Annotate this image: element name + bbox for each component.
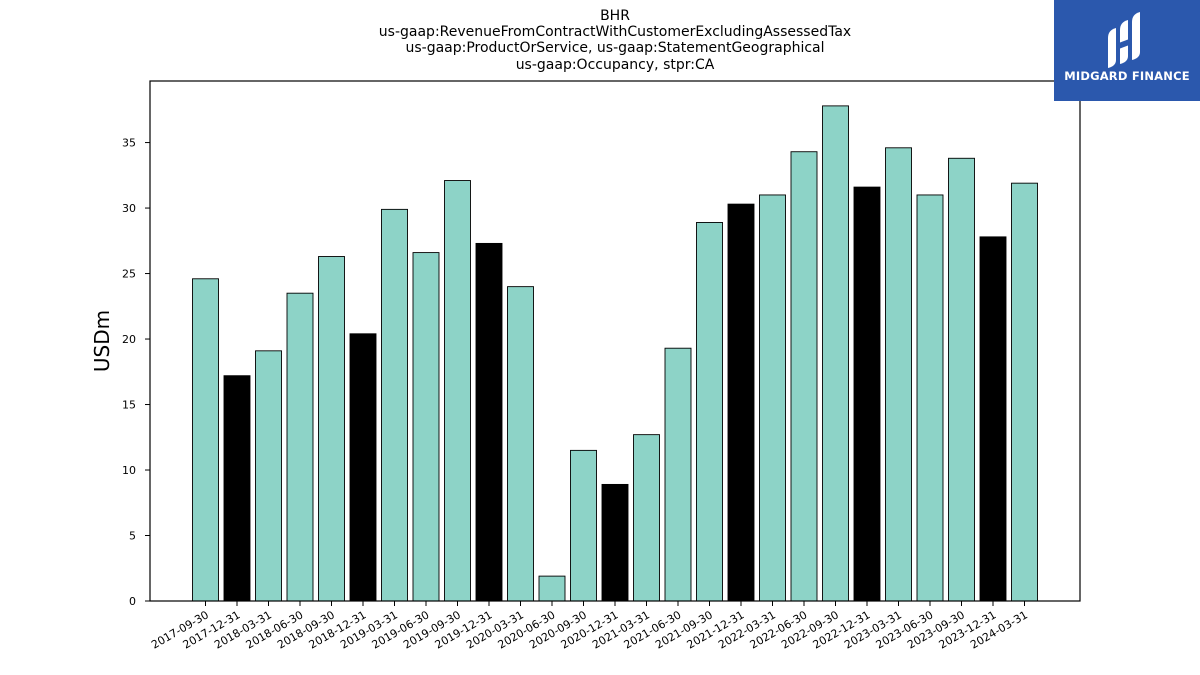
bar-series bbox=[192, 105, 1038, 602]
bar-2022-09-30 bbox=[822, 105, 849, 602]
bar-2021-09-30 bbox=[696, 222, 723, 602]
y-tick-label: 15 bbox=[122, 399, 136, 412]
plot-frame bbox=[149, 80, 1081, 602]
bar-2022-06-30 bbox=[790, 151, 818, 602]
bar-2020-12-31 bbox=[601, 483, 629, 602]
bar-2020-06-30 bbox=[538, 575, 566, 602]
y-tick-label: 5 bbox=[129, 530, 136, 543]
y-tick-label: 0 bbox=[129, 595, 136, 608]
chart-title-line-4: us-gaap:Occupancy, stpr:CA bbox=[516, 57, 715, 73]
bar-2019-06-30 bbox=[412, 252, 440, 602]
bar-2021-12-31 bbox=[727, 203, 755, 602]
chart-title-line-1: BHR bbox=[600, 8, 630, 24]
y-axis: 0 5 10 15 20 25 30 35 bbox=[122, 137, 150, 608]
bar-2017-09-30 bbox=[192, 278, 219, 602]
bar-2019-09-30 bbox=[444, 180, 471, 602]
bar-2021-06-30 bbox=[664, 347, 692, 602]
bar-2018-12-31 bbox=[349, 333, 377, 602]
chart-title-line-3: us-gaap:ProductOrService, us-gaap:Statem… bbox=[405, 40, 824, 56]
y-tick-label: 30 bbox=[122, 202, 136, 215]
x-axis: 2017-09-302017-12-312018-03-312018-06-30… bbox=[149, 601, 1030, 652]
bar-2020-03-31 bbox=[507, 286, 534, 602]
bar-2023-09-30 bbox=[948, 157, 975, 602]
midgard-logo-icon bbox=[1108, 12, 1140, 68]
y-tick-label: 10 bbox=[122, 464, 136, 477]
logo-text: MIDGARD FINANCE bbox=[1064, 69, 1190, 83]
y-tick-label: 25 bbox=[122, 268, 136, 281]
bar-2023-03-31 bbox=[885, 147, 912, 602]
bar-2023-12-31 bbox=[979, 236, 1007, 602]
chart-title: BHR us-gaap:RevenueFromContractWithCusto… bbox=[379, 8, 851, 73]
y-tick-label: 35 bbox=[122, 137, 136, 150]
bar-2022-12-31 bbox=[853, 186, 881, 602]
bar-2019-12-31 bbox=[475, 242, 503, 602]
bar-2018-09-30 bbox=[318, 256, 345, 602]
bar-2017-12-31 bbox=[223, 375, 251, 602]
bar-2022-03-31 bbox=[759, 194, 786, 602]
bar-2018-03-31 bbox=[255, 350, 282, 602]
bar-2020-09-30 bbox=[570, 449, 597, 602]
midgard-finance-logo: MIDGARD FINANCE bbox=[1054, 0, 1200, 101]
bar-2019-03-31 bbox=[381, 208, 408, 602]
bar-2023-06-30 bbox=[916, 194, 944, 602]
bar-2021-03-31 bbox=[633, 434, 660, 602]
y-axis-label: USDm bbox=[90, 310, 114, 372]
bar-2024-03-31 bbox=[1011, 182, 1038, 602]
y-tick-label: 20 bbox=[122, 333, 136, 346]
bar-2018-06-30 bbox=[286, 292, 314, 602]
chart-title-line-2: us-gaap:RevenueFromContractWithCustomerE… bbox=[379, 24, 851, 40]
